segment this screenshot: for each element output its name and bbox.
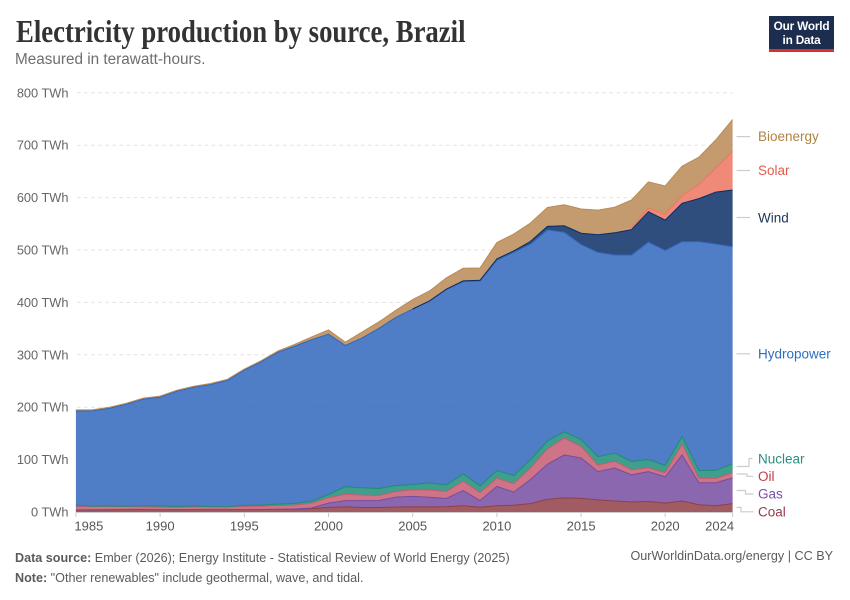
svg-text:1990: 1990 [146, 518, 175, 533]
svg-text:Coal: Coal [758, 505, 786, 520]
svg-text:Gas: Gas [758, 487, 783, 502]
svg-text:2024: 2024 [705, 518, 734, 533]
svg-text:1985: 1985 [74, 518, 103, 533]
svg-text:2015: 2015 [567, 518, 596, 533]
svg-text:300 TWh: 300 TWh [17, 347, 69, 362]
svg-text:600 TWh: 600 TWh [17, 190, 69, 205]
svg-text:0 TWh: 0 TWh [31, 505, 68, 520]
svg-text:Oil: Oil [758, 469, 775, 484]
svg-text:Wind: Wind [758, 210, 789, 225]
svg-text:2020: 2020 [651, 518, 680, 533]
svg-text:2010: 2010 [482, 518, 511, 533]
svg-text:Bioenergy: Bioenergy [758, 129, 819, 144]
svg-text:100 TWh: 100 TWh [17, 452, 69, 467]
svg-text:Hydropower: Hydropower [758, 346, 831, 361]
svg-text:1995: 1995 [230, 518, 259, 533]
svg-text:500 TWh: 500 TWh [17, 243, 69, 258]
svg-text:Solar: Solar [758, 163, 790, 178]
svg-text:200 TWh: 200 TWh [17, 400, 69, 415]
svg-text:800 TWh: 800 TWh [17, 85, 69, 100]
svg-text:700 TWh: 700 TWh [17, 138, 69, 153]
svg-text:Nuclear: Nuclear [758, 451, 805, 466]
svg-text:2000: 2000 [314, 518, 343, 533]
svg-text:400 TWh: 400 TWh [17, 295, 69, 310]
svg-text:2005: 2005 [398, 518, 427, 533]
